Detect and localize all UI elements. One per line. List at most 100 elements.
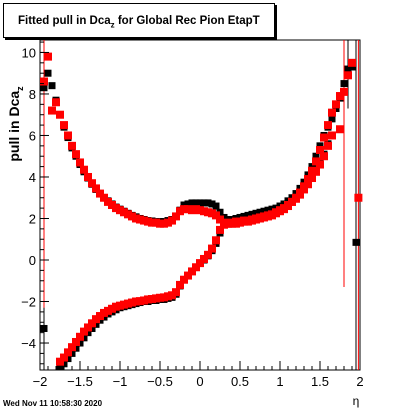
y-tick-label: −4 — [21, 336, 36, 351]
red-data-point — [48, 106, 56, 115]
x-tick-label: 2 — [356, 374, 363, 389]
red-data-point — [68, 141, 76, 150]
red-data-point — [88, 319, 96, 328]
red-data-point — [60, 353, 68, 362]
red-data-point — [192, 263, 200, 272]
red-data-point — [52, 98, 60, 107]
black-data-point — [40, 84, 48, 92]
black-data-point — [344, 65, 352, 73]
red-data-point — [200, 254, 208, 263]
red-data-point — [172, 288, 180, 297]
red-data-point — [300, 185, 308, 194]
timestamp: Wed Nov 11 10:58:30 2020 — [3, 399, 103, 408]
red-data-point — [332, 100, 340, 109]
red-data-point — [204, 250, 212, 259]
black-data-point — [40, 324, 48, 332]
x-tick-label: −2 — [33, 374, 48, 389]
red-data-point — [56, 110, 64, 119]
red-data-point — [84, 323, 92, 332]
black-data-point — [308, 163, 316, 171]
black-data-point — [328, 115, 336, 123]
red-data-point — [292, 194, 300, 203]
black-data-point — [244, 211, 252, 219]
red-data-point — [92, 184, 100, 193]
y-tick-label: −2 — [21, 295, 36, 310]
chart-title-box: Fitted pull in Dcaz for Global Rec Pion … — [3, 3, 275, 38]
red-data-point — [180, 275, 188, 284]
red-data-point — [340, 87, 348, 96]
x-tick-label: 0 — [196, 374, 203, 389]
black-data-point — [340, 80, 348, 88]
black-data-point — [248, 210, 256, 218]
red-data-point — [320, 133, 328, 142]
red-data-point — [212, 236, 220, 245]
black-data-point — [212, 202, 220, 210]
red-data-point — [76, 332, 84, 341]
red-data-point — [64, 131, 72, 140]
x-tick-label: 1 — [276, 374, 283, 389]
red-data-point — [40, 77, 48, 86]
red-data-point — [354, 193, 363, 202]
red-data-point — [216, 225, 224, 234]
y-tick-label: 4 — [29, 170, 36, 185]
red-data-point — [328, 131, 336, 140]
black-data-point — [184, 200, 192, 208]
black-data-point — [352, 238, 360, 246]
x-tick-label: −0.5 — [147, 374, 173, 389]
red-data-point — [100, 193, 108, 202]
black-data-point — [56, 363, 64, 371]
black-data-point — [192, 199, 200, 207]
red-data-point — [212, 211, 220, 220]
red-data-point — [72, 150, 80, 159]
red-data-point — [88, 179, 96, 188]
y-tick-label: 8 — [29, 87, 36, 102]
red-data-point — [60, 121, 68, 130]
red-data-point — [336, 92, 344, 101]
red-data-point — [96, 189, 104, 198]
black-data-point — [48, 82, 56, 90]
black-data-point — [208, 200, 216, 208]
red-data-point — [68, 343, 76, 352]
black-data-point — [260, 207, 268, 215]
red-data-point — [324, 121, 332, 130]
x-tick-label: 1.5 — [311, 374, 329, 389]
red-data-point — [188, 267, 196, 276]
x-tick-label: −1.5 — [67, 374, 93, 389]
red-data-point — [196, 259, 204, 268]
red-data-point — [84, 172, 92, 181]
red-data-point — [316, 160, 324, 169]
red-data-point — [348, 58, 356, 67]
black-data-point — [256, 208, 264, 216]
red-data-point — [308, 174, 316, 183]
red-data-point — [64, 348, 72, 357]
red-data-point — [208, 244, 216, 253]
red-data-point — [296, 190, 304, 199]
y-tick-label: 10 — [22, 45, 36, 60]
black-data-point — [180, 201, 188, 209]
black-data-point — [252, 209, 260, 217]
red-data-point — [324, 141, 332, 150]
red-data-point — [76, 158, 84, 167]
red-data-point — [176, 280, 184, 289]
black-data-point — [204, 199, 212, 207]
red-data-point — [44, 52, 52, 61]
red-data-point — [56, 357, 64, 366]
y-tick-label: 6 — [29, 128, 36, 143]
x-axis-label: η — [353, 394, 360, 408]
x-tick-label: 0.5 — [231, 374, 249, 389]
red-data-point — [80, 165, 88, 174]
black-data-point — [264, 206, 272, 214]
red-data-point — [184, 271, 192, 280]
red-data-point — [316, 146, 324, 154]
black-data-point — [44, 69, 52, 77]
red-data-point — [172, 212, 180, 221]
red-data-point — [80, 327, 88, 336]
y-axis-label: pull in Dcaz — [6, 86, 25, 162]
red-data-point — [72, 337, 80, 346]
red-data-point — [168, 216, 176, 225]
red-data-point — [312, 167, 320, 176]
red-data-point — [344, 71, 352, 80]
red-data-point — [328, 108, 336, 117]
